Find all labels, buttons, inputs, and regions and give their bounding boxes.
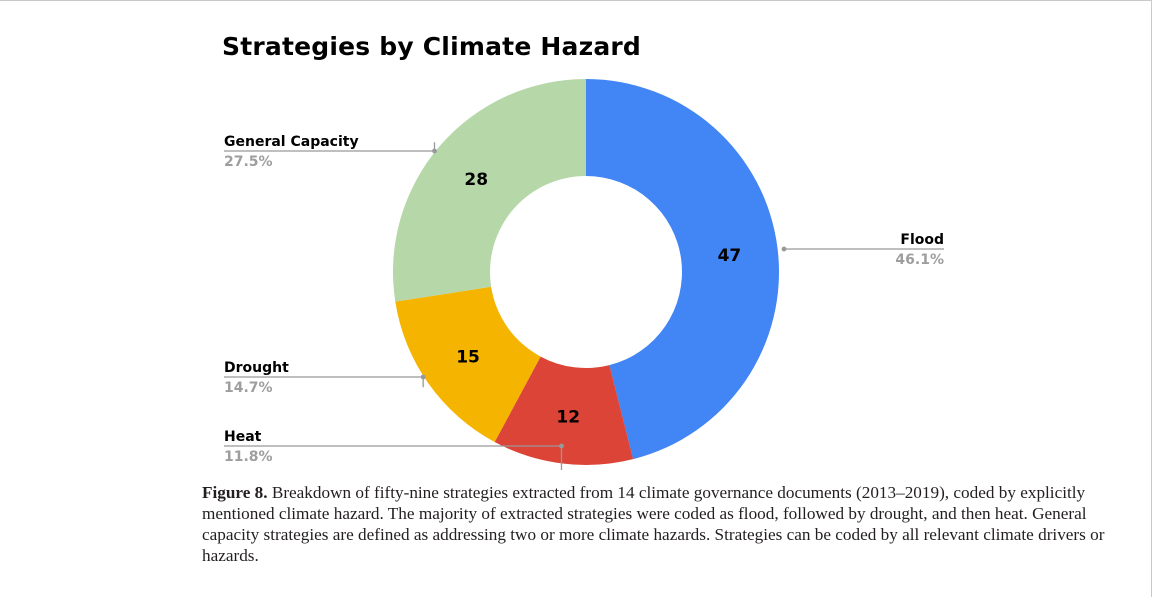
category-label-drought: Drought — [224, 360, 289, 376]
donut-chart: 47 12 15 28 Flood 46.1% Heat 11.8% Drought 14.7%… — [224, 79, 944, 470]
value-label-drought: 15 — [456, 347, 480, 367]
slice-heat — [494, 356, 634, 465]
value-label-general-capacity: 28 — [464, 170, 488, 190]
value-label-flood: 47 — [718, 246, 742, 266]
slice-drought — [395, 286, 541, 443]
value-label-heat: 12 — [556, 407, 580, 427]
leader-dot-flood — [781, 246, 787, 252]
chart-title: Strategies by Climate Hazard — [222, 32, 642, 61]
leader-dot-drought — [420, 374, 426, 380]
category-label-flood: Flood — [900, 232, 944, 248]
percent-label-drought: 14.7% — [224, 380, 273, 396]
percent-label-heat: 11.8% — [224, 449, 273, 465]
caption-text: Breakdown of fifty-nine strategies extra… — [202, 483, 1105, 565]
category-label-general-capacity: General Capacity — [224, 134, 359, 150]
leader-dot-heat — [559, 443, 564, 449]
slice-general-capacity — [393, 79, 586, 302]
percent-label-general-capacity: 27.5% — [224, 154, 273, 170]
caption-label: Figure 8. — [202, 483, 268, 502]
percent-label-flood: 46.1% — [895, 252, 944, 268]
figure-caption: Figure 8. Breakdown of fifty-nine strate… — [202, 482, 1132, 566]
leader-dot-general-capacity — [432, 148, 437, 154]
slice-flood — [586, 79, 780, 460]
category-label-heat: Heat — [224, 429, 262, 445]
